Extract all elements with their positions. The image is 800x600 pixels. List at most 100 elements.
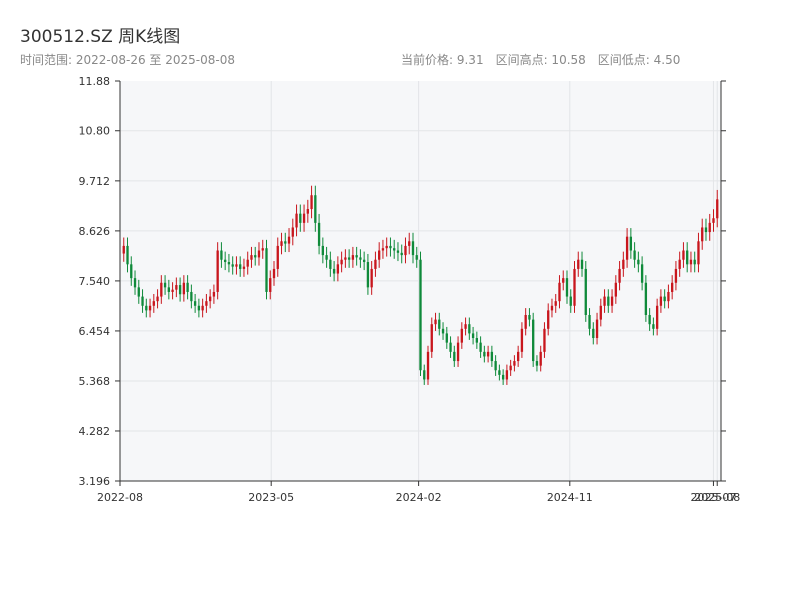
candle-body [629, 236, 633, 251]
y-tick-label: 7.540 [79, 275, 111, 288]
candle-body [558, 282, 561, 302]
candle-body [595, 319, 599, 339]
x-tick-label: 2024-02 [396, 491, 442, 504]
candle-body [340, 259, 343, 265]
candle-body [419, 259, 422, 371]
candle-body [295, 213, 298, 228]
candle-body [554, 301, 557, 306]
candle-body [607, 296, 610, 306]
candle-body [678, 259, 681, 269]
x-tick-label: 2025-07 [690, 491, 736, 504]
candle-body [126, 245, 129, 265]
candle-body [625, 236, 629, 260]
candle-body [655, 305, 659, 329]
y-tick-label: 4.282 [79, 425, 111, 438]
candle-body [584, 268, 587, 315]
candle-body [224, 259, 227, 263]
candle-body [588, 314, 591, 329]
candle-body [265, 248, 268, 292]
candle-body [449, 342, 452, 352]
y-tick-label: 6.454 [79, 325, 111, 338]
candle-body [569, 296, 572, 306]
candle-body [276, 245, 279, 269]
candle-body [430, 324, 433, 352]
candle-body [167, 287, 170, 292]
period-high-label: 区间高点: 10.58 [495, 53, 586, 67]
candle-body [671, 282, 674, 292]
candle-body [648, 314, 651, 325]
candle-body [310, 195, 313, 210]
candle-body [423, 370, 426, 380]
candle-body [592, 328, 595, 339]
x-axis-ticks: 2022-08 2023-05 2024-02 2024-11 2025-072025-… [97, 481, 740, 504]
candle-body [663, 296, 666, 302]
y-tick-label: 8.626 [79, 225, 111, 238]
candle-body [160, 282, 163, 297]
candle-body [145, 305, 148, 311]
candle-body [539, 351, 542, 366]
candle-body [235, 264, 238, 267]
candle-body [535, 361, 539, 366]
candle-body [201, 305, 204, 311]
candle-body [239, 264, 242, 269]
page-title: 300512.SZ 周K线图 [20, 27, 181, 47]
candle-body [314, 195, 317, 223]
candle-body [513, 361, 516, 366]
candle-body [682, 250, 685, 260]
candle-body [220, 250, 223, 260]
candle-body [411, 241, 415, 256]
candle-body [652, 324, 655, 329]
candle-body [562, 278, 565, 283]
candle-body [257, 250, 261, 258]
x-tick-label: 2022-08 [97, 491, 143, 504]
candle-body [378, 250, 381, 260]
candle-body [269, 278, 272, 292]
candle-body [577, 259, 580, 269]
candle-body [325, 255, 328, 260]
candle-body [355, 255, 358, 258]
candle-body [306, 209, 309, 214]
candle-body [178, 285, 182, 295]
x-tick-label: 2025-08 [694, 491, 740, 504]
candle-body [347, 257, 351, 260]
date-range-label: 时间范围: 2022-08-26 至 2025-08-08 [20, 53, 235, 67]
candle-body [637, 259, 640, 265]
candle-body [426, 351, 430, 380]
candle-body [329, 259, 332, 269]
candle-body [674, 268, 678, 283]
candle-body [182, 282, 186, 295]
candle-body [509, 365, 512, 371]
candle-body [317, 222, 321, 246]
candle-body [516, 351, 520, 362]
candle-body [456, 342, 460, 362]
candle-body [614, 282, 617, 297]
candle-body [464, 324, 467, 329]
candle-body [494, 361, 497, 371]
candle-body [321, 245, 325, 256]
y-tick-label: 11.88 [79, 75, 111, 88]
candle-body [640, 264, 644, 283]
candle-body [359, 257, 362, 260]
y-axis-ticks: 3.196 4.282 5.368 6.454 7.540 8.626 9.712 10.80… [79, 75, 726, 488]
candle-body [479, 342, 482, 352]
y-tick-label: 3.196 [79, 475, 111, 488]
candle-body [396, 250, 400, 253]
candle-body [130, 264, 133, 279]
candle-body [622, 259, 625, 269]
candle-body [618, 268, 621, 283]
candle-body [550, 305, 554, 311]
candle-body [689, 259, 693, 265]
candle-body [261, 248, 264, 251]
candle-body [434, 319, 437, 325]
candle-body [486, 351, 490, 357]
current-price-label: 当前价格: 9.31 [401, 53, 484, 67]
candle-body [573, 268, 576, 306]
candle-body [374, 259, 377, 269]
candle-body [287, 236, 291, 244]
y-tick-label: 9.712 [79, 175, 111, 188]
candle-body [716, 199, 719, 219]
candle-body [453, 351, 456, 362]
candle-body [156, 296, 159, 302]
candle-body [603, 296, 606, 306]
